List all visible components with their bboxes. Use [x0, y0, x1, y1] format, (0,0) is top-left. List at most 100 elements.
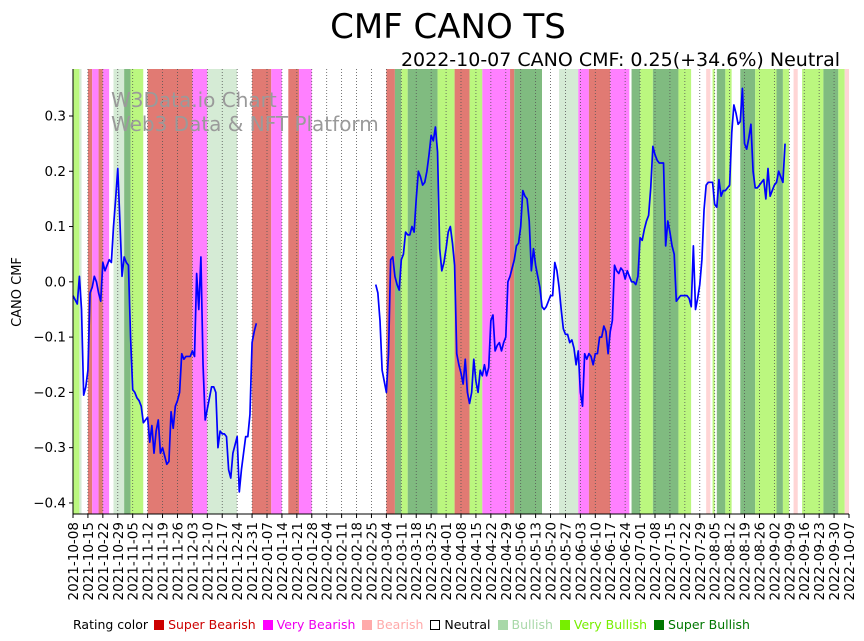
legend-label: Very Bullish: [573, 617, 648, 632]
y-axis-ticks: −0.4 −0.3 −0.2 −0.1 0.0 0.1 0.2 0.3: [33, 108, 73, 511]
band-neutral: [143, 69, 148, 514]
y-axis-label: CANO CMF: [10, 257, 25, 327]
x-tick-label: 2022-06-03: [573, 522, 589, 600]
x-tick-label: 2022-03-04: [379, 522, 395, 600]
legend-swatch: [262, 619, 273, 630]
x-tick-label: 2021-12-31: [245, 522, 261, 600]
x-tick-label: 2022-01-28: [305, 522, 321, 600]
x-tick-label: 2022-05-06: [514, 522, 530, 600]
y-tick-label: 0.1: [45, 219, 66, 235]
band-neutral: [789, 69, 794, 514]
legend-swatch: [430, 619, 441, 630]
x-tick-label: 2022-06-17: [603, 522, 619, 600]
band-neutral: [731, 69, 741, 514]
x-tick-label: 2022-02-18: [350, 522, 366, 600]
x-tick-label: 2022-04-22: [484, 522, 500, 600]
x-tick-label: 2022-07-22: [678, 522, 694, 600]
x-tick-label: 2021-11-26: [170, 522, 186, 600]
y-tick-label: 0.2: [45, 164, 66, 180]
legend-item-very_bearish: Very Bearish: [262, 617, 356, 632]
band-very_bullish: [802, 69, 824, 514]
x-tick-label: 2022-08-26: [752, 522, 768, 600]
band-super_bullish: [740, 69, 756, 514]
x-tick-label: 2022-06-24: [618, 522, 634, 600]
x-tick-label: 2022-07-29: [693, 522, 709, 600]
x-tick-label: 2022-02-11: [335, 522, 351, 600]
band-neutral: [710, 69, 713, 514]
x-tick-label: 2022-03-25: [424, 522, 440, 600]
y-tick-label: −0.1: [33, 330, 66, 346]
y-tick-label: −0.4: [33, 495, 66, 511]
legend-label: Neutral: [444, 617, 491, 632]
cmf-series: [72, 87, 786, 493]
band-neutral: [109, 69, 114, 514]
x-tick-label: 2022-04-29: [499, 522, 515, 600]
cmf-line-segment: [374, 87, 786, 408]
band-super_bullish: [394, 69, 402, 514]
band-very_bullish: [725, 69, 732, 514]
band-very_bullish: [755, 69, 777, 514]
band-very_bullish: [838, 69, 845, 514]
legend-label: Super Bullish: [668, 617, 750, 632]
x-tick-label: 2022-07-01: [633, 522, 649, 600]
legend-label: Bullish: [511, 617, 553, 632]
legend-items: Super Bearish Very Bearish Bearish Neutral B…: [154, 617, 757, 632]
band-neutral: [237, 69, 244, 514]
band-super_bullish: [124, 69, 131, 514]
x-tick-label: 2022-08-12: [723, 522, 739, 600]
x-tick-label: 2022-08-19: [738, 522, 754, 600]
x-tick-label: 2021-11-19: [156, 522, 172, 600]
band-very_bearish: [298, 69, 312, 514]
x-tick-label: 2022-07-08: [648, 522, 664, 600]
x-tick-label: 2022-05-27: [558, 522, 574, 600]
chart-title: CMF CANO TS: [330, 7, 566, 47]
x-tick-label: 2022-09-02: [767, 522, 783, 600]
legend-item-bearish: Bearish: [362, 617, 423, 632]
x-tick-label: 2022-07-15: [663, 522, 679, 600]
x-tick-label: 2022-03-11: [394, 522, 410, 600]
band-very_bullish: [640, 69, 653, 514]
band-bearish: [706, 69, 711, 514]
band-super_bearish: [252, 69, 272, 514]
band-bearish: [793, 69, 798, 514]
band-very_bullish: [712, 69, 715, 514]
band-super_bullish: [631, 69, 641, 514]
band-super_bearish: [588, 69, 611, 514]
x-tick-label: 2021-10-22: [96, 522, 112, 600]
x-tick-label: 2022-06-10: [588, 522, 604, 600]
y-tick-label: 0.3: [45, 108, 66, 124]
legend-item-neutral: Neutral: [430, 617, 491, 632]
legend-item-bullish: Bullish: [497, 617, 553, 632]
x-tick-label: 2022-02-04: [320, 522, 336, 600]
watermark-line-2: Web3 Data & NFT Platform: [111, 112, 379, 136]
band-super_bullish: [652, 69, 679, 514]
x-tick-label: 2022-10-07: [842, 522, 858, 600]
x-tick-label: 2022-01-21: [290, 522, 306, 600]
band-super_bearish: [510, 69, 515, 514]
legend-swatch: [497, 619, 508, 630]
legend-item-super_bullish: Super Bullish: [654, 617, 750, 632]
band-super_bullish: [823, 69, 839, 514]
y-tick-label: 0.0: [45, 274, 66, 290]
x-tick-label: 2021-12-03: [185, 522, 201, 600]
legend-label: Very Bearish: [276, 617, 356, 632]
x-tick-label: 2022-04-01: [439, 522, 455, 600]
band-very_bearish: [610, 69, 630, 514]
y-tick-label: −0.2: [33, 385, 66, 401]
x-tick-label: 2022-05-20: [544, 522, 560, 600]
band-super_bullish: [514, 69, 543, 514]
band-very_bullish: [73, 69, 80, 514]
band-bullish: [113, 69, 125, 514]
x-tick-label: 2021-12-10: [200, 522, 216, 600]
vertical-gridlines: [87, 69, 835, 514]
legend-swatch: [154, 619, 165, 630]
band-neutral: [629, 69, 632, 514]
x-tick-label: 2022-09-23: [812, 522, 828, 600]
legend-swatch: [559, 619, 570, 630]
x-tick-label: 2021-10-29: [111, 522, 127, 600]
band-very_bullish: [401, 69, 408, 514]
band-very_bearish: [92, 69, 99, 514]
band-neutral: [797, 69, 803, 514]
legend-label: Bearish: [376, 617, 424, 632]
